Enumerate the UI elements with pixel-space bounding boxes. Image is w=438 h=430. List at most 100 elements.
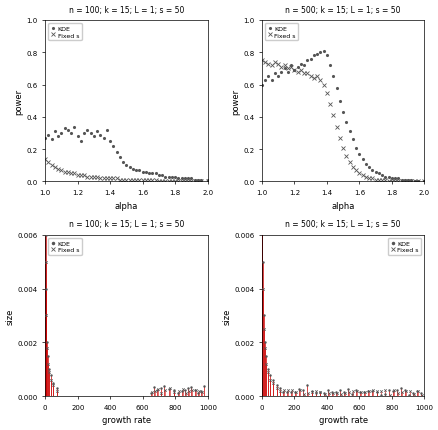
KDE bbox=[52, 129, 57, 135]
KDE bbox=[78, 139, 83, 144]
KDE bbox=[130, 166, 135, 172]
Fixed s bbox=[320, 83, 325, 88]
KDE bbox=[146, 172, 152, 177]
Fixed s bbox=[372, 178, 378, 183]
Legend: KDE, Fixed s: KDE, Fixed s bbox=[265, 24, 298, 41]
KDE bbox=[156, 173, 161, 178]
KDE bbox=[117, 155, 122, 160]
Fixed s bbox=[78, 173, 83, 178]
Fixed s bbox=[262, 60, 267, 65]
Fixed s bbox=[405, 179, 410, 184]
Fixed s bbox=[52, 165, 57, 170]
Fixed s bbox=[375, 178, 381, 183]
Fixed s bbox=[272, 60, 277, 65]
Legend: KDE, Fixed s: KDE, Fixed s bbox=[387, 238, 420, 255]
KDE bbox=[411, 179, 417, 184]
Y-axis label: size: size bbox=[222, 307, 231, 324]
KDE bbox=[104, 128, 110, 133]
Fixed s bbox=[192, 179, 197, 184]
KDE bbox=[382, 175, 387, 180]
KDE bbox=[185, 176, 191, 181]
KDE bbox=[301, 63, 306, 68]
Fixed s bbox=[127, 178, 132, 183]
Title: n = 100; k = 15; L = 1; s = 50: n = 100; k = 15; L = 1; s = 50 bbox=[69, 220, 184, 229]
Fixed s bbox=[133, 178, 138, 183]
Fixed s bbox=[179, 179, 184, 184]
Fixed s bbox=[421, 179, 426, 184]
KDE bbox=[414, 179, 420, 184]
Fixed s bbox=[304, 71, 309, 77]
Fixed s bbox=[104, 176, 110, 181]
Fixed s bbox=[59, 168, 64, 173]
KDE bbox=[265, 75, 270, 80]
Fixed s bbox=[356, 172, 361, 177]
Fixed s bbox=[282, 63, 287, 68]
Fixed s bbox=[188, 179, 194, 184]
Fixed s bbox=[259, 58, 264, 64]
Fixed s bbox=[359, 173, 364, 178]
KDE bbox=[340, 110, 345, 115]
Y-axis label: size: size bbox=[6, 307, 14, 324]
KDE bbox=[72, 125, 77, 130]
KDE bbox=[192, 178, 197, 183]
Fixed s bbox=[288, 65, 293, 70]
Fixed s bbox=[414, 179, 420, 184]
KDE bbox=[408, 178, 413, 183]
KDE bbox=[81, 131, 87, 136]
Fixed s bbox=[166, 179, 171, 184]
Fixed s bbox=[117, 178, 122, 183]
KDE bbox=[169, 175, 174, 180]
X-axis label: growth rate: growth rate bbox=[318, 415, 367, 424]
KDE bbox=[298, 62, 303, 67]
Fixed s bbox=[285, 67, 290, 72]
Fixed s bbox=[62, 170, 67, 175]
Fixed s bbox=[327, 102, 332, 107]
Fixed s bbox=[346, 160, 352, 165]
Fixed s bbox=[291, 68, 297, 74]
KDE bbox=[110, 144, 116, 149]
Fixed s bbox=[162, 179, 168, 184]
KDE bbox=[389, 176, 394, 181]
Fixed s bbox=[101, 176, 106, 181]
Title: n = 100; k = 15; L = 1; s = 50: n = 100; k = 15; L = 1; s = 50 bbox=[69, 6, 184, 15]
Fixed s bbox=[107, 176, 113, 181]
Fixed s bbox=[336, 136, 342, 141]
Fixed s bbox=[268, 63, 274, 68]
KDE bbox=[166, 175, 171, 180]
KDE bbox=[285, 70, 290, 75]
Fixed s bbox=[172, 179, 177, 184]
Fixed s bbox=[382, 178, 387, 183]
Fixed s bbox=[114, 176, 119, 181]
KDE bbox=[275, 75, 280, 80]
KDE bbox=[346, 129, 352, 135]
Fixed s bbox=[153, 178, 158, 183]
Fixed s bbox=[298, 68, 303, 74]
KDE bbox=[153, 172, 158, 177]
KDE bbox=[159, 173, 165, 178]
KDE bbox=[162, 175, 168, 180]
KDE bbox=[314, 52, 319, 57]
Fixed s bbox=[398, 179, 403, 184]
KDE bbox=[359, 157, 364, 162]
Fixed s bbox=[408, 179, 413, 184]
KDE bbox=[101, 136, 106, 141]
Fixed s bbox=[81, 173, 87, 178]
Fixed s bbox=[330, 114, 336, 119]
Fixed s bbox=[324, 91, 329, 96]
Fixed s bbox=[401, 179, 406, 184]
Fixed s bbox=[85, 175, 90, 180]
Fixed s bbox=[333, 125, 339, 130]
Fixed s bbox=[140, 178, 145, 183]
KDE bbox=[372, 170, 378, 175]
KDE bbox=[85, 128, 90, 133]
Fixed s bbox=[311, 76, 316, 81]
Fixed s bbox=[42, 157, 48, 162]
KDE bbox=[107, 139, 113, 144]
Fixed s bbox=[350, 165, 355, 170]
Fixed s bbox=[68, 172, 74, 177]
Fixed s bbox=[392, 179, 397, 184]
Fixed s bbox=[411, 179, 417, 184]
Fixed s bbox=[124, 178, 129, 183]
Fixed s bbox=[317, 78, 322, 83]
Fixed s bbox=[198, 179, 203, 184]
